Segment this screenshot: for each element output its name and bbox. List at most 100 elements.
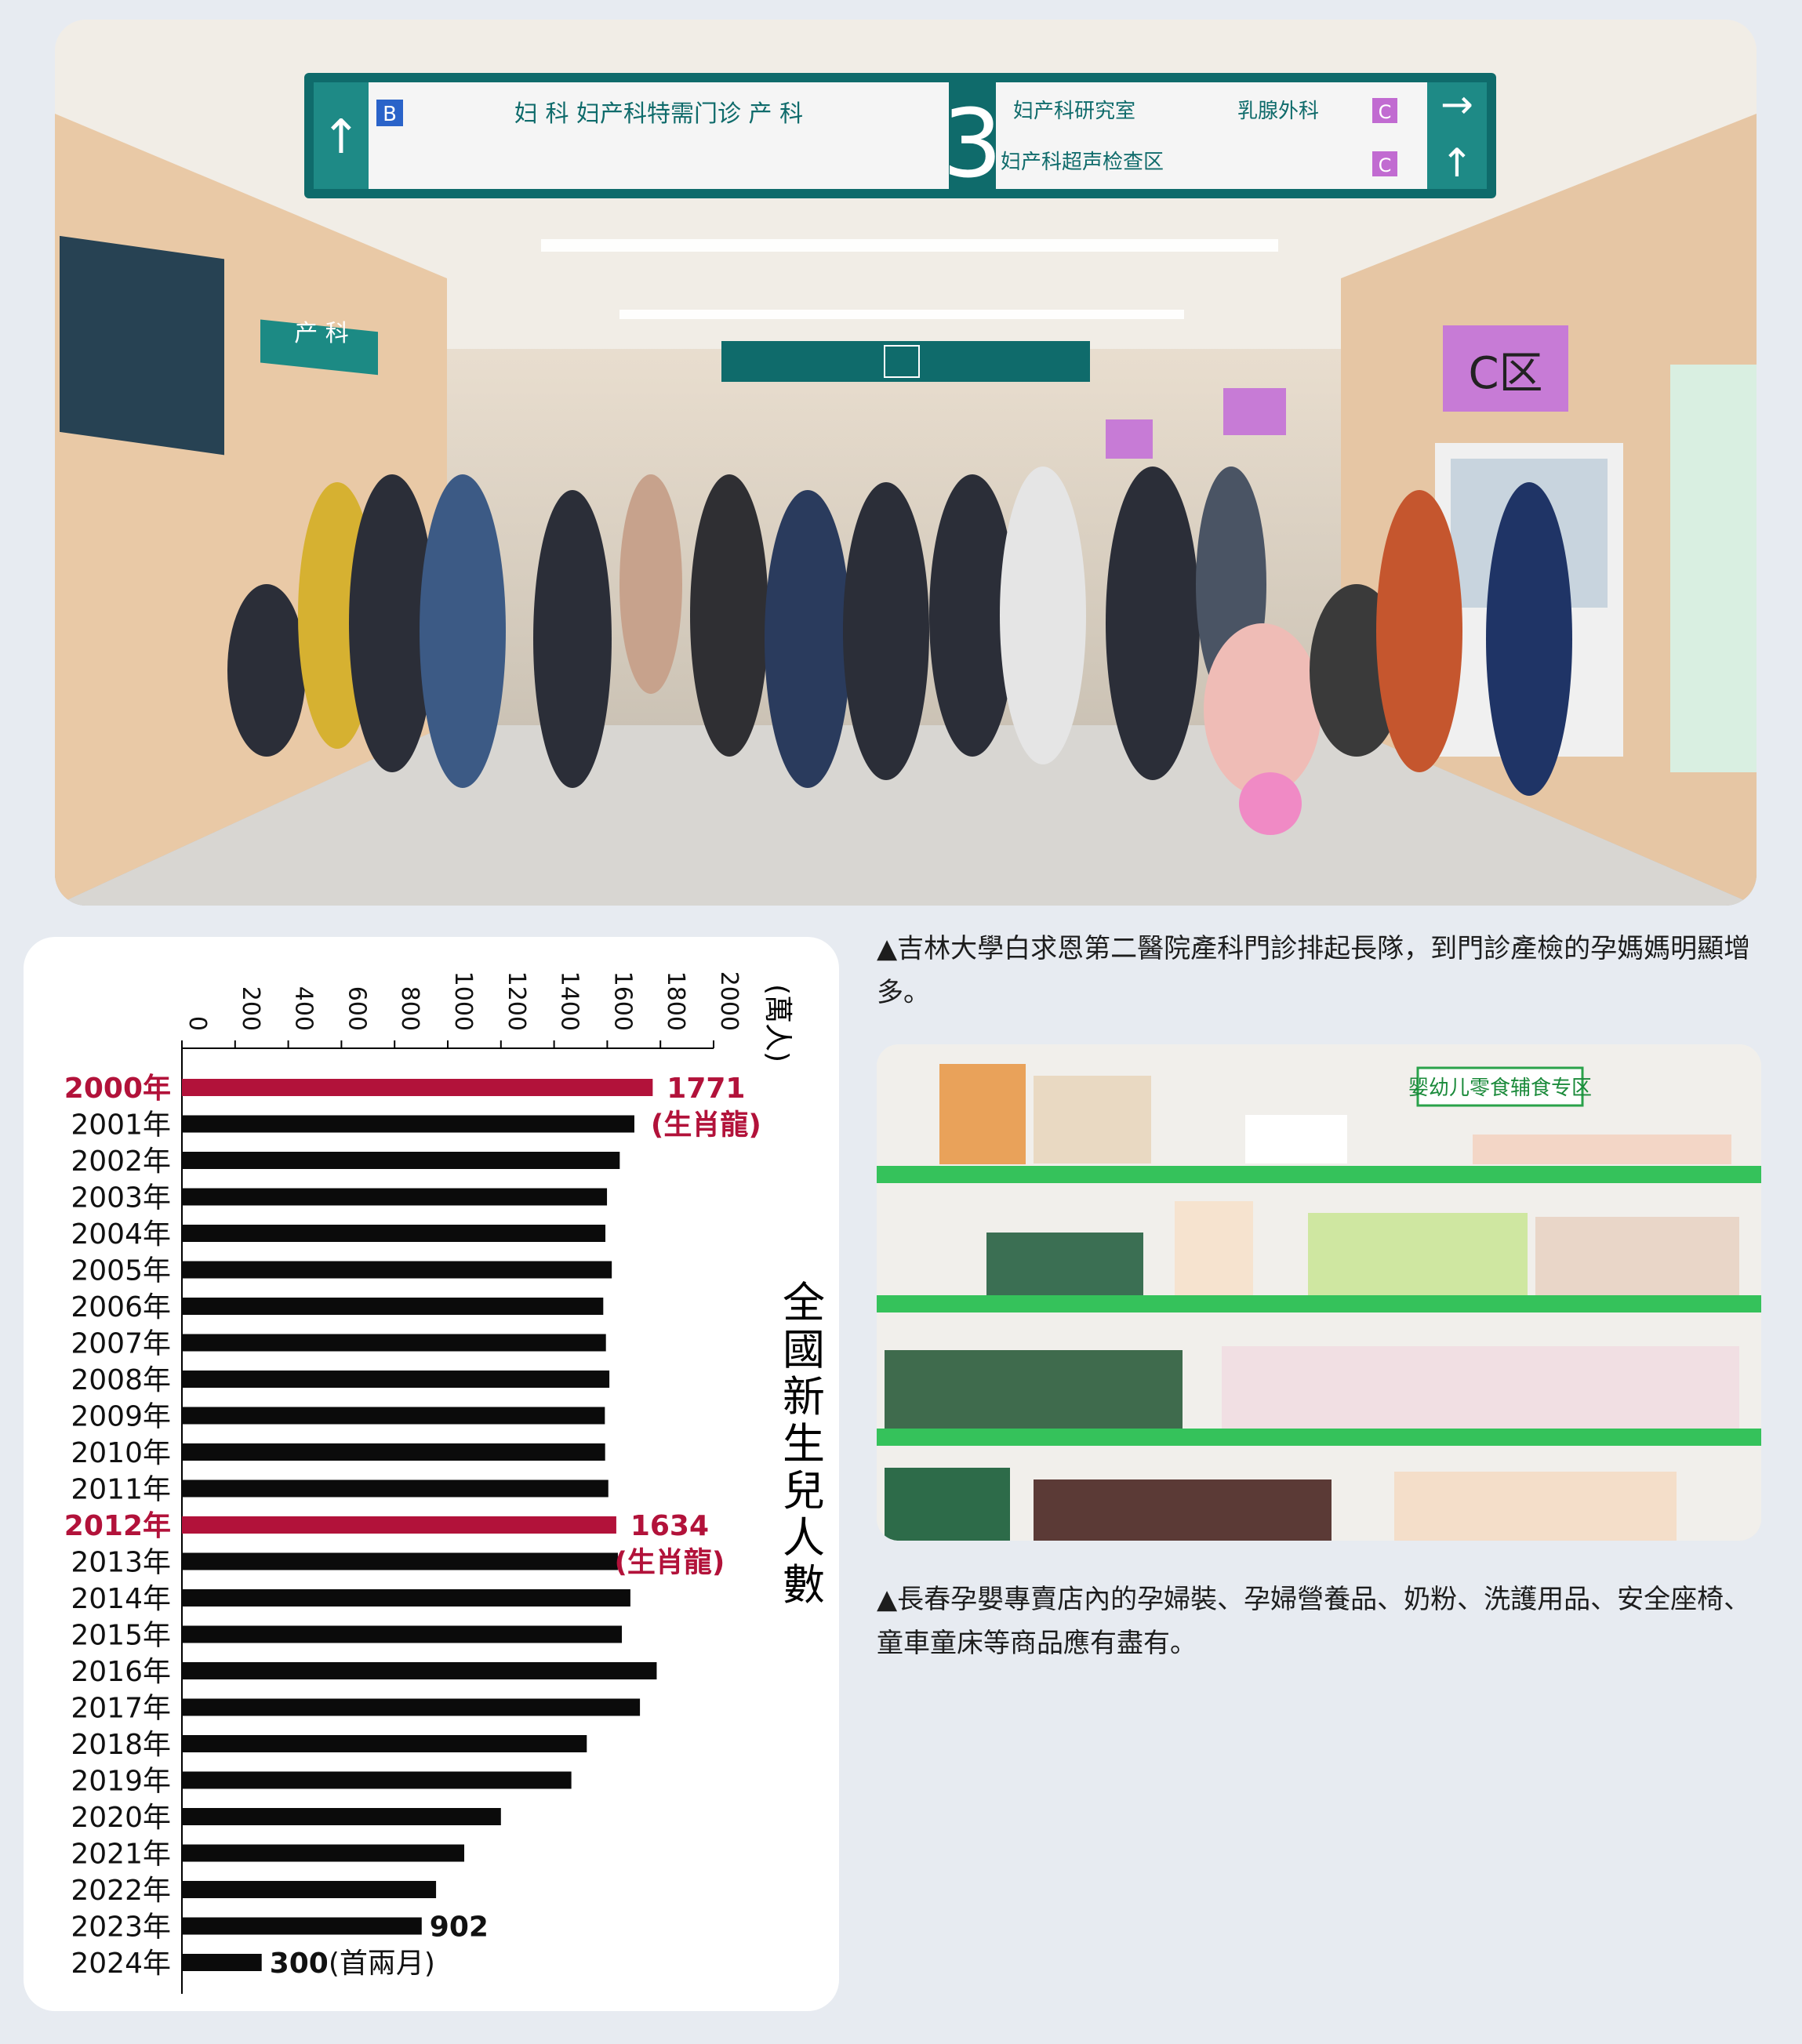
births-chart-panel: 0 200 400 600 800 1000 1200 1400 1600 1800 2000 20… — [24, 937, 839, 2011]
category-label: 2017年 — [71, 1693, 171, 1725]
bar-2018年 — [182, 1735, 587, 1752]
x-tick-label: 0 — [183, 1016, 211, 1031]
category-label: 2023年 — [71, 1911, 171, 1944]
x-tick-label: 1400 — [556, 971, 583, 1031]
bar-2012年 — [182, 1516, 616, 1534]
bar-2022年 — [182, 1881, 437, 1898]
category-label: 2000年 — [64, 1073, 171, 1105]
data-labels: 1771 (生肖龍) 1634 (生肖龍) 902 300(首兩月) — [270, 1073, 761, 1980]
sign-right-bottom: 妇产科超声检查区 — [1001, 151, 1164, 174]
hospital-scene: ↑ → ↑ B 妇 科 妇产科特需门诊 产 科 3 妇产科研究室 乳腺外科 妇产… — [55, 20, 1757, 906]
category-label: 2010年 — [71, 1437, 171, 1469]
category-label: 2006年 — [71, 1291, 171, 1323]
data-label-note: (生肖龍) — [651, 1109, 761, 1142]
bar-2000年 — [182, 1079, 653, 1096]
x-tick-label: 800 — [396, 986, 423, 1031]
category-label: 2003年 — [71, 1182, 171, 1214]
bar-2021年 — [182, 1844, 465, 1862]
category-label: 2022年 — [71, 1875, 171, 1907]
svg-text:→: → — [1441, 82, 1473, 127]
queue-crowd — [227, 467, 1572, 796]
bar-2015年 — [182, 1625, 623, 1643]
data-label-value: 902 — [430, 1911, 489, 1944]
bar-2009年 — [182, 1407, 605, 1425]
hospital-queue-photo: ↑ → ↑ B 妇 科 妇产科特需门诊 产 科 3 妇产科研究室 乳腺外科 妇产… — [55, 20, 1757, 906]
chart-title: 全國新生兒人數 — [783, 1278, 825, 1610]
data-label-value: 1771 — [667, 1073, 745, 1105]
bar-2017年 — [182, 1698, 641, 1716]
x-tick-label: 200 — [237, 986, 264, 1031]
svg-text:↑: ↑ — [322, 110, 361, 165]
side-sign-text: 产 科 — [294, 320, 349, 347]
product-row-1 — [939, 1064, 1731, 1164]
shop-zone-sign: 婴幼儿零食辅食专区 — [1408, 1076, 1592, 1100]
sign-number: 3 — [943, 90, 1002, 199]
category-label: 2008年 — [71, 1364, 171, 1396]
bar-2020年 — [182, 1808, 501, 1825]
category-label: 2012年 — [64, 1510, 171, 1542]
data-label-value: 1634 — [630, 1510, 709, 1542]
category-label: 2013年 — [71, 1547, 171, 1579]
x-tick-label: 1600 — [609, 971, 636, 1031]
bar-2023年 — [182, 1917, 422, 1935]
shop-shelves-scene: 婴幼儿零食辅食专区 — [877, 1044, 1761, 1541]
bar-2013年 — [182, 1552, 618, 1570]
x-tick-label: 1800 — [662, 971, 689, 1031]
category-label: 2015年 — [71, 1620, 171, 1652]
sign-right-top2: 乳腺外科 — [1237, 100, 1319, 123]
bar-2006年 — [182, 1298, 604, 1315]
category-label: 2005年 — [71, 1255, 171, 1287]
x-tick-label: 2000 — [715, 971, 743, 1031]
bar-2016年 — [182, 1662, 657, 1679]
data-label-note: (生肖龍) — [614, 1547, 725, 1579]
x-tick-label: 1200 — [503, 971, 530, 1031]
sign-left-text: 妇 科 妇产科特需门诊 产 科 — [514, 100, 803, 128]
bar-2024年 — [182, 1954, 262, 1971]
product-row-2 — [986, 1201, 1739, 1295]
bar-2001年 — [182, 1115, 634, 1133]
bar-2005年 — [182, 1261, 612, 1279]
category-label: 2009年 — [71, 1401, 171, 1433]
category-label: 2002年 — [71, 1145, 171, 1178]
svg-text:C: C — [1379, 154, 1392, 176]
bar-2008年 — [182, 1371, 610, 1388]
product-row-4 — [885, 1468, 1677, 1541]
main-direction-sign: ↑ → ↑ B 妇 科 妇产科特需门诊 产 科 3 妇产科研究室 乳腺外科 妇产… — [304, 73, 1496, 199]
category-label: 2004年 — [71, 1218, 171, 1251]
bar-2004年 — [182, 1225, 606, 1242]
category-label: 2021年 — [71, 1839, 171, 1871]
product-row-3 — [885, 1346, 1739, 1429]
bar-2010年 — [182, 1443, 605, 1461]
unit-label: (萬人) — [761, 984, 794, 1062]
bar-2019年 — [182, 1771, 572, 1789]
hospital-photo-caption: ▲吉林大學白求恩第二醫院產科門診排起長隊，到門診產檢的孕媽媽明顯增多。 — [877, 933, 1751, 1008]
x-tick-label: 1000 — [449, 971, 477, 1031]
x-axis: 0 200 400 600 800 1000 1200 1400 1600 1800 2000 — [181, 971, 743, 1049]
category-label: 2019年 — [71, 1766, 171, 1798]
x-tick-label: 600 — [343, 986, 370, 1031]
sign-right-top: 妇产科研究室 — [1013, 100, 1135, 123]
bar-2014年 — [182, 1589, 630, 1607]
category-label: 2001年 — [71, 1109, 171, 1142]
svg-text:↑: ↑ — [1441, 140, 1473, 186]
category-label: 2020年 — [71, 1802, 171, 1834]
category-label: 2014年 — [71, 1583, 171, 1615]
births-bar-chart: 0 200 400 600 800 1000 1200 1400 1600 1800 2000 20… — [64, 971, 825, 1994]
category-label: 2016年 — [71, 1656, 171, 1688]
category-label: 2007年 — [71, 1328, 171, 1360]
svg-text:C区: C区 — [1468, 348, 1542, 399]
baby-shop-photo: 婴幼儿零食辅食专区 — [877, 1044, 1761, 1541]
data-label-value: 300(首兩月) — [270, 1948, 435, 1980]
category-label: 2024年 — [71, 1948, 171, 1980]
category-label: 2011年 — [71, 1474, 171, 1506]
bar-2007年 — [182, 1334, 606, 1352]
category-label: 2018年 — [71, 1729, 171, 1761]
bar-2003年 — [182, 1188, 608, 1206]
zone-b-label: B — [383, 103, 397, 126]
bar-2002年 — [182, 1152, 620, 1169]
svg-text:C: C — [1379, 101, 1392, 123]
bars — [182, 1079, 657, 1971]
zone-c-board: C区 — [1106, 325, 1568, 459]
x-tick-label: 400 — [290, 986, 318, 1031]
